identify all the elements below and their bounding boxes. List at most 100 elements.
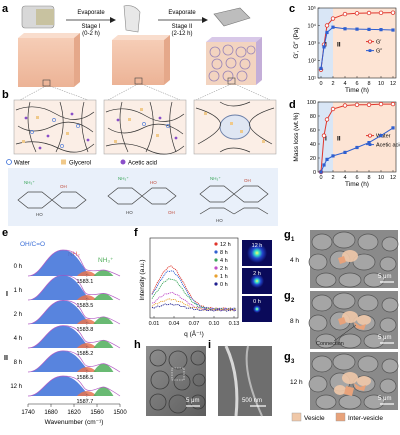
chart-c-y-tick-label: 10⁴ [308, 23, 317, 30]
svg-text:HO: HO [150, 180, 157, 185]
panel-g-subscript: 2 [291, 298, 295, 304]
panel-g-letter: g [284, 290, 291, 302]
network-schematic-stage-1 [103, 99, 187, 155]
zoom-line [234, 83, 271, 101]
chart-c-y-tick-label: 10² [308, 59, 316, 65]
chart-d-stage-label: I [325, 136, 327, 143]
chart-c-legend-label: G″ [376, 49, 382, 55]
chart-d-data-point [319, 170, 323, 174]
chart-c-y-tick-label: 10³ [308, 41, 316, 47]
ftir-envelope-line [27, 274, 121, 301]
chart-c-data-point [378, 10, 384, 16]
ftir-peak-label: 1585.2 [76, 351, 93, 357]
chart-c-y-tick-label: 10⁵ [308, 5, 316, 12]
chart-d-data-point [354, 102, 360, 107]
ftir-nh2-band [76, 319, 97, 324]
chart-c-data-point [379, 28, 383, 32]
sem-time-label: 4 h [290, 257, 299, 264]
ftir-x-tick-label: 1680 [44, 410, 58, 416]
chart-d-legend-marker [368, 143, 372, 146]
chart-d-x-tick-label: 2 [331, 175, 334, 181]
chart-d-data-point [379, 134, 383, 138]
chart-c-data-point [331, 25, 335, 29]
chart-c-data-point [354, 11, 360, 16]
sem-vesicle-outline [357, 233, 379, 251]
sem-vesicle-outline [379, 317, 397, 333]
sem-vesicle-outline [379, 378, 397, 394]
ftir-nh3-band [93, 293, 114, 300]
ftir-nh2-band [76, 271, 97, 276]
acetic-acid-legend-icon [120, 159, 126, 165]
ftir-peak-label: 1586.5 [76, 375, 93, 381]
sem-time-label: 8 h [290, 318, 299, 325]
ftir-nh3-band [93, 316, 114, 324]
connection-pointer [333, 324, 357, 342]
stage-I-marker: I [6, 291, 8, 298]
vesicle-highlight [342, 311, 358, 323]
chart-c-legend-label: G′ [376, 40, 381, 46]
zoom-line [195, 83, 232, 101]
ftir-x-ticks: 1740 1680 1620 1560 1500 [21, 404, 127, 416]
vesicle-highlight [357, 315, 371, 325]
sem-vesicle-outline [363, 272, 385, 288]
svg-text:OH: OH [244, 178, 251, 183]
saxs-legend-marker [214, 282, 218, 286]
ftir-nh2-band [76, 391, 97, 396]
svg-text:NH₃⁺: NH₃⁺ [210, 176, 221, 181]
ftir-x-tick-label: 1500 [113, 410, 127, 416]
sem-vesicle-outline [315, 394, 337, 410]
chart-d-data-point [321, 133, 327, 138]
ftir-envelope-line [27, 325, 121, 349]
saxs-x-tick-label: 0.01 [149, 321, 160, 327]
panel-a-letter: a [2, 3, 9, 15]
svg-text:HO: HO [36, 212, 43, 217]
saxs-legend-label: 2 h [220, 266, 228, 272]
chart-d-x-tick-label: 0 [319, 175, 322, 181]
stage-1-time: (0-2 h) [82, 31, 100, 37]
panel-d-letter: d [289, 99, 296, 111]
chart-d-data-point [324, 117, 330, 122]
chart-d-data-point [331, 154, 335, 158]
chart-d-legend-marker [367, 133, 372, 138]
saxs-curve [152, 291, 237, 311]
sem-scale-label: 5 μm [378, 274, 391, 280]
saxs-x-ticks: 0.01 0.04 0.07 0.10 0.13 [149, 316, 239, 327]
ftir-peak-label: 1583.5 [76, 303, 93, 309]
glycerol-legend-icon [61, 159, 66, 165]
ftir-envelope-line [27, 375, 121, 397]
chart-d-stage-label: II [337, 136, 341, 143]
chart-d-legend-label: Water [376, 134, 391, 140]
ftir-envelope-line [27, 249, 121, 277]
sem-scale-label: 5 μm [378, 335, 391, 341]
ftir-nh3-band [93, 340, 114, 348]
ftir-envelope-line [27, 300, 121, 325]
sem-vesicle-outline [308, 253, 328, 271]
chart-c-data-point [343, 27, 347, 31]
saxs-curve [151, 303, 237, 312]
panel-f-letter: f [134, 227, 138, 239]
chart-d-x-tick-label: 10 [378, 175, 384, 181]
ftir-oh-co-band [28, 300, 93, 324]
sem-vesicle-outline [357, 294, 379, 312]
evaporate-label-1: Evaporate [77, 10, 105, 16]
svg-text:NH₃⁺: NH₃⁺ [118, 176, 129, 181]
saxs-x-tick-label: 0.07 [189, 321, 200, 327]
svg-text:OH: OH [60, 184, 67, 189]
chart-d-y-tick-label: 60 [310, 128, 316, 134]
saxs-legend-label: 0 h [220, 282, 228, 288]
panel-g-letter: g [284, 351, 291, 363]
inter-vesicle-highlight [354, 383, 366, 391]
saxs-curve [151, 298, 237, 312]
sem-vesicle-outline [357, 355, 379, 373]
chart-c-x-tick-label: 10 [378, 81, 384, 87]
panel-b-letter: b [2, 89, 9, 101]
connection-label: Connection [316, 341, 344, 347]
chart-c-data-point [342, 11, 348, 17]
chart-d-data-point [390, 101, 396, 107]
dry-film-photo [213, 7, 251, 27]
saxs-legend-marker [214, 258, 218, 262]
evaporate-label-2: Evaporate [168, 10, 196, 16]
